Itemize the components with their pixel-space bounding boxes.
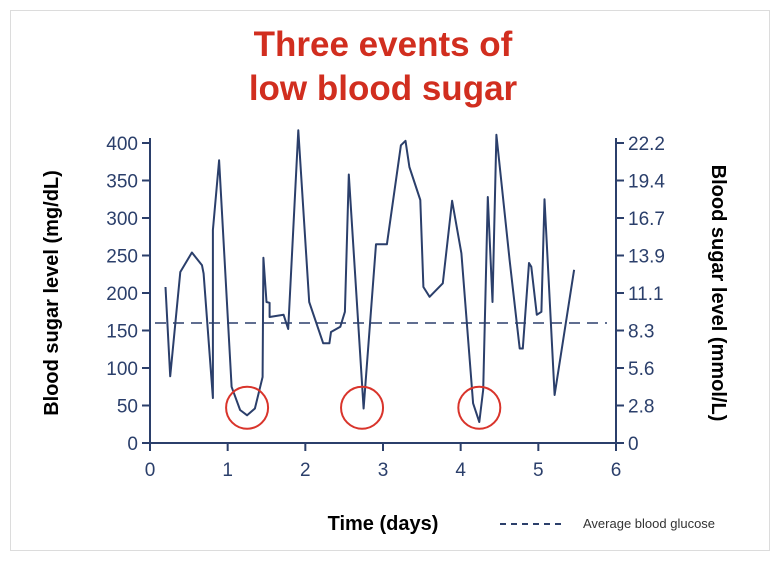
y-tick-label-left: 100	[106, 359, 138, 380]
y-tick-label-left: 350	[106, 172, 138, 193]
y-tick-label-left: 250	[106, 247, 138, 268]
y-tick-label-right: 22.2	[628, 134, 665, 155]
low-blood-sugar-circle	[340, 385, 385, 430]
y-tick-label-left: 200	[106, 284, 138, 305]
y-tick-label-left: 400	[106, 134, 138, 155]
y-tick-label-right: 16.7	[628, 209, 665, 230]
y-axis-label-left: Blood sugar level (mg/dL)	[41, 170, 63, 416]
y-axis-label-right: Blood sugar level (mmol/L)	[707, 165, 729, 422]
y-tick-label-right: 0	[628, 434, 639, 455]
y-tick-label-left: 150	[106, 322, 138, 343]
y-tick-label-right: 2.8	[628, 397, 654, 418]
y-tick-label-right: 13.9	[628, 247, 665, 268]
y-tick-label-right: 5.6	[628, 359, 654, 380]
low-blood-sugar-circle	[225, 385, 270, 430]
x-axis-label: Time (days)	[328, 513, 439, 535]
x-tick-label: 3	[378, 460, 389, 481]
y-tick-label-left: 50	[117, 397, 138, 418]
chart-title-line-1: Three events of	[254, 25, 513, 64]
y-tick-label-right: 8.3	[628, 322, 654, 343]
x-tick-label: 5	[533, 460, 544, 481]
x-tick-label: 1	[222, 460, 233, 481]
x-tick-label: 4	[455, 460, 466, 481]
low-blood-sugar-circle	[457, 385, 502, 430]
x-tick-label: 2	[300, 460, 311, 481]
x-tick-label: 6	[611, 460, 622, 481]
chart-card	[10, 10, 770, 551]
chart-title-line-2: low blood sugar	[249, 69, 518, 108]
y-tick-label-right: 19.4	[628, 172, 665, 193]
y-tick-label-left: 0	[127, 434, 138, 455]
legend-label-average: Average blood glucose	[583, 516, 715, 531]
y-tick-label-left: 300	[106, 209, 138, 230]
y-tick-label-right: 11.1	[628, 284, 664, 305]
x-tick-label: 0	[145, 460, 156, 481]
blood-sugar-line	[164, 129, 576, 423]
